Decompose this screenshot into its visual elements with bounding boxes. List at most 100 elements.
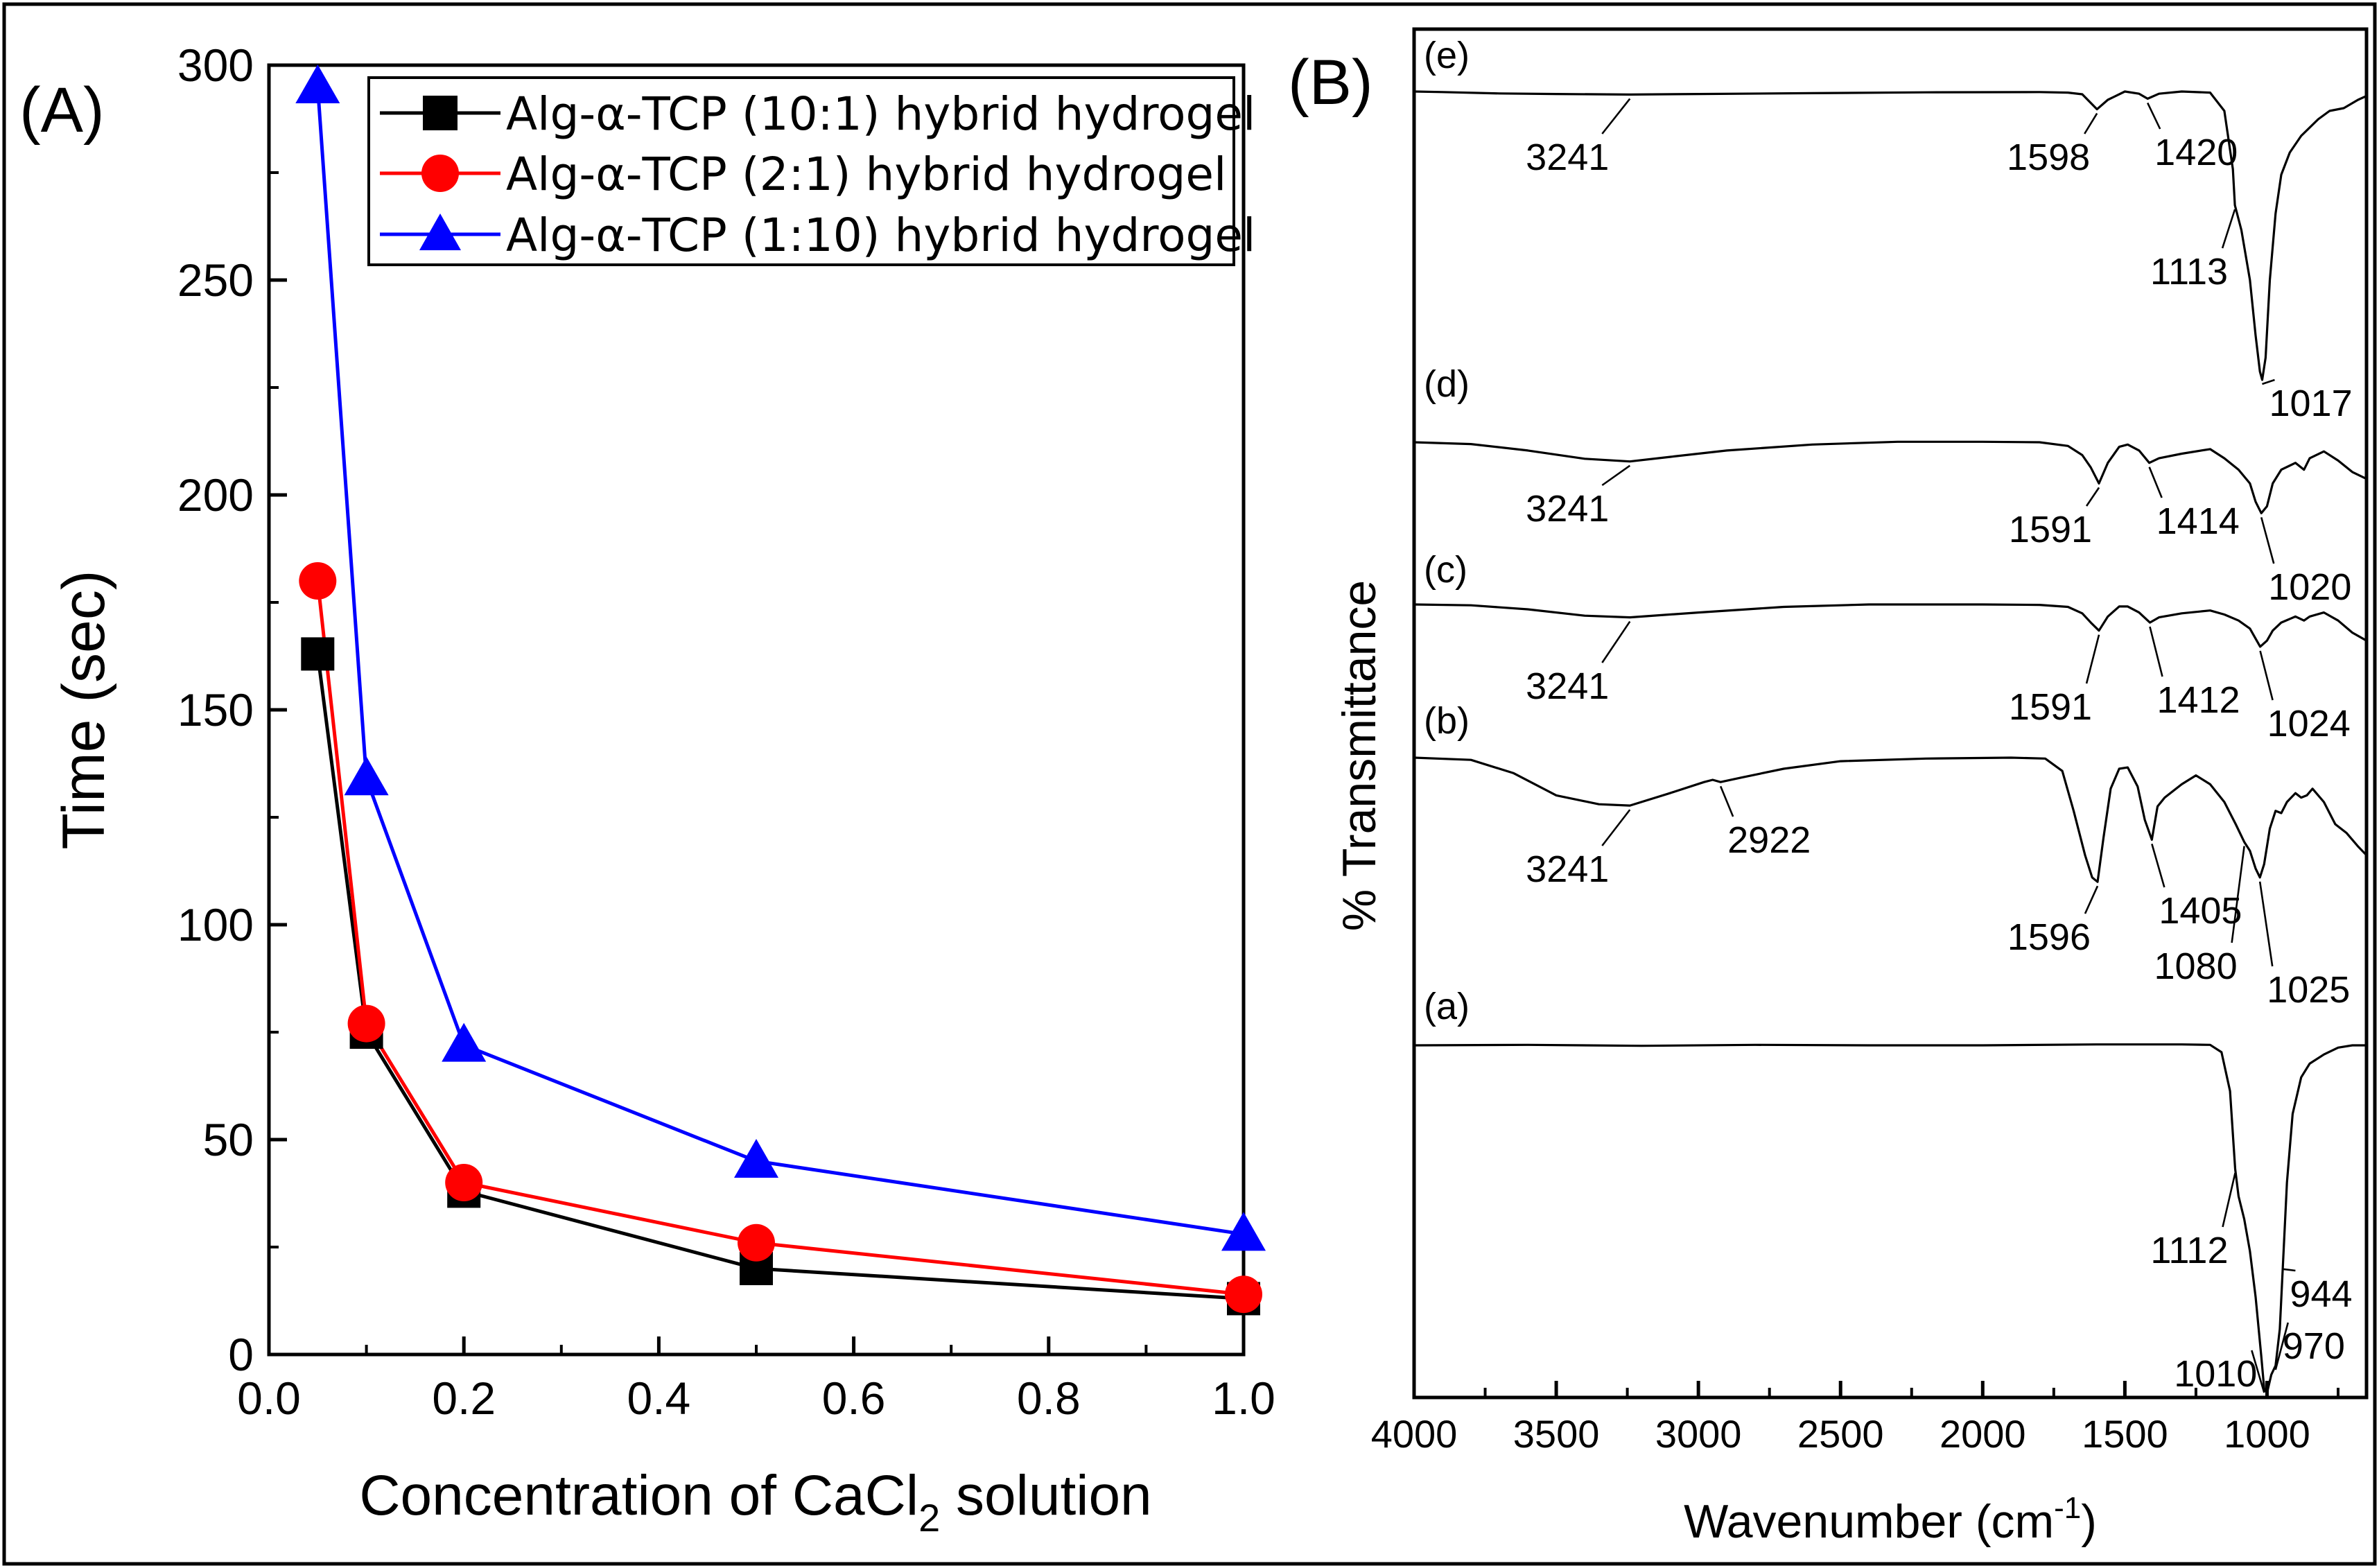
data-point-circle [1225, 1275, 1262, 1314]
x-tick-label: 0.2 [432, 1373, 496, 1424]
y-tick-label: 100 [177, 899, 254, 950]
data-point-circle [738, 1223, 775, 1262]
peak-leader-line [2221, 209, 2236, 249]
spectrum-trace [1413, 440, 2367, 514]
y-tick-label: 200 [177, 469, 254, 521]
peak-label: 1020 [2268, 566, 2351, 608]
data-point-square [301, 637, 335, 671]
x-tick-label: 3000 [1655, 1412, 1742, 1456]
peak-leader-line [2151, 844, 2166, 888]
panel-a-y-axis-title: Time (sec) [51, 570, 117, 850]
y-tick-label: 50 [203, 1114, 254, 1165]
panel-a-label: (A) [19, 75, 105, 146]
peak-label: 1412 [2156, 679, 2240, 721]
x-tick-label: 0.0 [237, 1373, 301, 1424]
panel-a-y-axis: 0 50 100 150 200 250 300 [177, 40, 287, 1380]
panel-a-x-axis-title-sub: 2 [918, 1496, 940, 1540]
data-point-triangle [295, 64, 340, 103]
legend-item-series-2: Alg-α-TCP (2:1) hybrid hydrogel [380, 148, 1226, 201]
spectrum-label: (a) [1424, 986, 1470, 1027]
legend-marker-circle [421, 155, 459, 192]
peak-leader-line [1601, 464, 1631, 487]
spectrum-label: (e) [1424, 35, 1470, 76]
y-tick-label: 250 [177, 254, 254, 306]
peak-label: 3241 [1526, 137, 1609, 178]
peak-leader-line [2222, 1172, 2236, 1228]
x-tick-label: 1500 [2082, 1412, 2168, 1456]
panel-b-label: (B) [1288, 47, 1373, 118]
peak-leader-line [2262, 378, 2275, 385]
panel-a-series [295, 64, 1266, 1316]
spectrum-label: (d) [1424, 363, 1470, 405]
peak-leader-line [2084, 112, 2098, 134]
peak-label: 1080 [2154, 946, 2237, 987]
peak-leader-line [2251, 1350, 2265, 1393]
peak-leader-line [2259, 650, 2274, 701]
peak-leader-line [2084, 885, 2099, 914]
legend-frame [367, 76, 1235, 266]
x-tick-label: 3500 [1513, 1412, 1600, 1456]
peak-label: 1591 [2009, 686, 2092, 728]
peak-label: 1591 [2009, 509, 2092, 550]
data-point-triangle [344, 756, 389, 796]
panel-b-x-axis-title-sup: -1 [2054, 1491, 2081, 1525]
x-tick-label: 0.4 [627, 1373, 691, 1424]
panel-b-plot-frame [1412, 27, 2369, 1400]
panel-a-line-chart: (A) 0.0 0.2 0.4 0.6 0.8 1.0 0 50 100 150 200 250 30… [19, 40, 1275, 1540]
spectrum-trace [1413, 603, 2367, 648]
spectrum-trace [1413, 90, 2367, 381]
data-point-circle [347, 1004, 385, 1043]
spectrum-trace [1413, 756, 2368, 883]
panel-b-y-axis-title: % Transmittance [1333, 580, 1386, 931]
spectrum-label: (b) [1424, 700, 1470, 742]
panel-a-x-axis-title-suffix: solution [940, 1464, 1151, 1527]
peak-leader-line [2258, 881, 2274, 967]
y-tick-label: 0 [228, 1329, 254, 1380]
panel-a-legend: Alg-α-TCP (10:1) hybrid hydrogel Alg-α-T… [367, 76, 1255, 266]
peak-label: 1598 [2007, 137, 2090, 178]
peak-label: 1017 [2269, 383, 2352, 424]
peak-label: 1010 [2174, 1353, 2257, 1395]
y-tick-label: 300 [177, 40, 254, 91]
data-point-circle [299, 562, 337, 600]
panel-b-x-axis: 4000 3500 3000 2500 2000 1500 1000 [1371, 1381, 2339, 1456]
peak-leader-line [2085, 634, 2100, 684]
spectrum-c: (c) 3241 1591 1412 1024 [1413, 549, 2367, 744]
peak-label: 1596 [2007, 916, 2091, 958]
panel-b-x-axis-title-suffix: ) [2081, 1495, 2097, 1548]
peak-label: 1024 [2267, 703, 2351, 744]
legend-marker-square [423, 96, 458, 130]
peak-label: 970 [2283, 1325, 2345, 1367]
peak-label: 1025 [2267, 969, 2350, 1011]
x-tick-label: 1000 [2224, 1412, 2310, 1456]
peak-leader-line [2149, 626, 2163, 677]
legend-item-series-1: Alg-α-TCP (10:1) hybrid hydrogel [380, 87, 1255, 141]
peak-label: 2922 [1727, 819, 1811, 861]
peak-leader-line [2147, 102, 2161, 130]
panel-b-ftir-spectra: (B) 4000 3500 3000 2500 2000 1500 1000 (e) 3241… [1288, 27, 2369, 1548]
peak-leader-line [2260, 516, 2275, 564]
x-tick-label: 0.8 [1017, 1373, 1081, 1424]
x-tick-label: 1.0 [1212, 1373, 1275, 1424]
x-tick-label: 2000 [1940, 1412, 2026, 1456]
x-tick-label: 4000 [1371, 1412, 1458, 1456]
peak-leader-line [2231, 846, 2245, 943]
peak-leader-line [1601, 98, 1631, 134]
peak-label: 1112 [2150, 1230, 2228, 1271]
panel-b-x-axis-title: Wavenumber (cm-1) [1684, 1491, 2097, 1548]
data-point-triangle [734, 1139, 778, 1178]
legend-label-series-1: Alg-α-TCP (10:1) hybrid hydrogel [506, 87, 1255, 141]
panel-b-spectra: (e) 3241 1598 1420 1113 1017 (d) 3241 1591 1414 10… [1413, 35, 2368, 1395]
peak-label: 1420 [2154, 132, 2238, 173]
peak-leader-line [2283, 1268, 2296, 1272]
panel-b-x-axis-title-text: Wavenumber (cm [1684, 1495, 2054, 1548]
peak-leader-line [1601, 809, 1631, 846]
y-tick-label: 150 [177, 684, 254, 735]
panel-a-x-axis-title-text: Concentration of CaCl [359, 1464, 918, 1527]
legend-marker-triangle [419, 214, 461, 250]
data-point-circle [445, 1164, 483, 1201]
spectrum-e: (e) 3241 1598 1420 1113 1017 [1413, 35, 2367, 424]
legend-label-series-3: Alg-α-TCP (1:10) hybrid hydrogel [506, 209, 1255, 262]
peak-label: 3241 [1526, 848, 1609, 890]
